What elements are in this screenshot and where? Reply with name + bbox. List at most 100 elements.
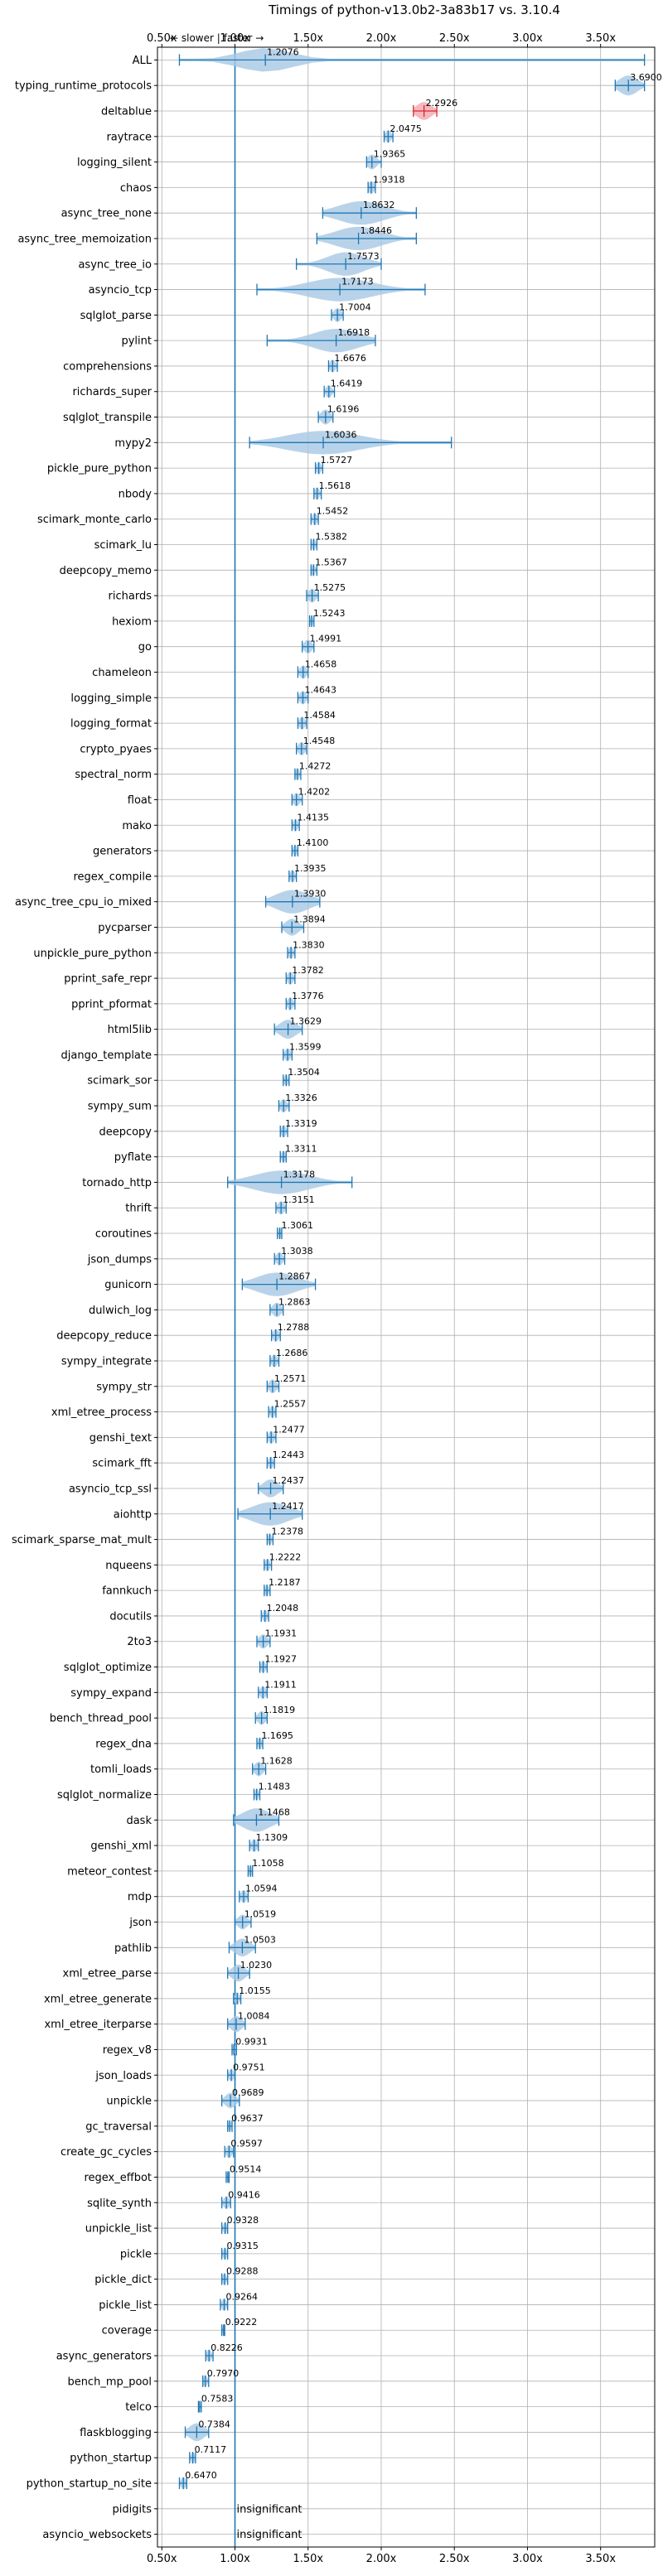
y-tick-label: bench_mp_pool	[67, 2376, 152, 2388]
y-tick-label: unpickle_pure_python	[33, 948, 152, 960]
data-label: 1.2686	[276, 1348, 308, 1358]
x-tick-label-top: 1.50x	[293, 32, 323, 45]
y-tick-label: json_loads	[94, 2070, 152, 2082]
y-tick-label: comprehensions	[63, 360, 152, 373]
data-label: 1.4991	[310, 634, 342, 644]
data-label: 1.3782	[292, 965, 324, 976]
y-tick-label: chaos	[120, 182, 152, 195]
data-label: 0.9288	[226, 2266, 259, 2277]
y-tick-label: regex_dna	[95, 1738, 152, 1750]
data-label: 1.2863	[278, 1296, 311, 1307]
y-tick-label: 2to3	[127, 1636, 152, 1648]
y-tick-label: async_tree_none	[61, 208, 152, 220]
y-tick-label: sympy_integrate	[61, 1355, 152, 1368]
data-label: 0.9328	[227, 2215, 259, 2226]
data-label: 1.3599	[289, 1041, 322, 1052]
x-tick-label-bottom: 2.00x	[366, 2553, 397, 2565]
y-tick-label: pickle_dict	[94, 2274, 152, 2286]
data-label: 1.1819	[264, 1705, 296, 1715]
y-tick-label: scimark_fft	[92, 1458, 152, 1470]
data-label: 1.3894	[293, 914, 326, 924]
data-label: 1.2076	[267, 46, 299, 57]
data-label: 1.1468	[258, 1807, 290, 1817]
data-label: 1.0503	[244, 1934, 276, 1945]
data-label: 1.1927	[265, 1654, 298, 1665]
x-tick-label-bottom: 3.00x	[512, 2553, 543, 2565]
direction-note: ← slower | faster →	[170, 32, 264, 44]
data-label: 1.3311	[285, 1144, 317, 1155]
y-tick-label: scimark_lu	[94, 539, 152, 552]
x-tick-label-top: 2.00x	[366, 32, 397, 45]
y-tick-label: flaskblogging	[80, 2427, 152, 2439]
y-tick-label: tornado_http	[82, 1177, 152, 1189]
data-label: 1.4548	[303, 736, 336, 746]
y-tick-label: sympy_sum	[88, 1101, 152, 1113]
y-tick-label: hexiom	[112, 615, 152, 628]
y-tick-label: crypto_pyaes	[80, 743, 152, 755]
y-tick-label: pprint_safe_repr	[64, 973, 152, 986]
plot-frame	[157, 46, 656, 2548]
data-label: 2.2926	[426, 98, 458, 109]
data-label: 1.0084	[238, 2011, 270, 2022]
data-label: 1.5275	[314, 582, 346, 593]
y-tick-label: gunicorn	[104, 1279, 152, 1291]
data-label: 0.9637	[231, 2113, 264, 2124]
y-tick-label: mako	[122, 820, 152, 832]
y-tick-label: async_tree_memoization	[17, 233, 152, 245]
y-tick-label: bench_thread_pool	[50, 1713, 152, 1725]
data-label: 1.2443	[273, 1450, 305, 1460]
data-label: 1.4272	[299, 761, 332, 772]
y-tick-label: sqlglot_parse	[80, 310, 152, 322]
y-tick-label: dulwich_log	[89, 1305, 152, 1317]
data-label: 3.6900	[630, 72, 662, 83]
data-label: 1.4658	[305, 659, 337, 670]
y-tick-label: meteor_contest	[67, 1865, 152, 1878]
data-label: 1.5367	[315, 557, 347, 567]
data-label: 1.1931	[265, 1628, 298, 1639]
data-label: 0.9597	[230, 2139, 263, 2149]
data-label: 0.9931	[235, 2036, 268, 2047]
data-label: 0.9751	[233, 2062, 265, 2072]
data-label: 1.2437	[273, 1475, 305, 1486]
data-label: 1.0594	[245, 1884, 278, 1894]
y-tick-label: async_generators	[56, 2351, 152, 2363]
y-tick-label: scimark_monte_carlo	[37, 514, 152, 526]
data-label: 0.7117	[195, 2444, 227, 2455]
data-label: 1.1695	[261, 1730, 293, 1741]
y-tick-label: python_startup_no_site	[27, 2478, 152, 2491]
y-tick-label: generators	[93, 846, 152, 858]
data-label: 1.4643	[304, 684, 336, 695]
x-tick-label-top: 3.50x	[585, 32, 616, 45]
data-label: 1.0230	[240, 1960, 273, 1971]
y-tick-label: pickle_list	[99, 2299, 152, 2312]
data-label: 1.6419	[331, 379, 363, 389]
y-tick-label: aiohttp	[114, 1508, 152, 1521]
data-label: 1.1058	[252, 1858, 284, 1869]
y-tick-label: genshi_xml	[90, 1840, 152, 1853]
y-tick-label: async_tree_io	[78, 258, 152, 271]
y-tick-label: xml_etree_iterparse	[44, 2019, 152, 2031]
data-label: 0.9315	[226, 2241, 259, 2251]
data-label: 1.3326	[285, 1093, 317, 1103]
insignificant-label: insignificant	[237, 2529, 302, 2541]
y-tick-label: chameleon	[92, 667, 152, 679]
y-tick-label: unpickle	[106, 2096, 152, 2108]
y-tick-label: asyncio_websockets	[42, 2529, 152, 2541]
data-label: 1.6918	[338, 327, 370, 338]
data-label: 1.4100	[297, 837, 329, 848]
data-label: 1.1911	[264, 1679, 297, 1690]
data-label: 0.7583	[201, 2394, 234, 2405]
data-label: 0.7970	[207, 2368, 239, 2379]
data-label: 1.2417	[272, 1501, 304, 1512]
y-tick-label: pickle_pure_python	[47, 463, 152, 475]
y-tick-label: logging_format	[70, 718, 152, 731]
y-tick-label: mdp	[128, 1891, 152, 1903]
data-label: 1.2788	[278, 1322, 310, 1333]
y-tick-label: python_startup	[70, 2453, 152, 2465]
data-label: 1.4135	[298, 812, 330, 822]
data-label: 0.8226	[211, 2342, 242, 2353]
data-label: 1.0519	[244, 1909, 277, 1920]
y-tick-label: regex_v8	[103, 2044, 152, 2057]
y-tick-label: regex_effbot	[84, 2172, 152, 2184]
data-label: 0.7384	[198, 2419, 230, 2429]
